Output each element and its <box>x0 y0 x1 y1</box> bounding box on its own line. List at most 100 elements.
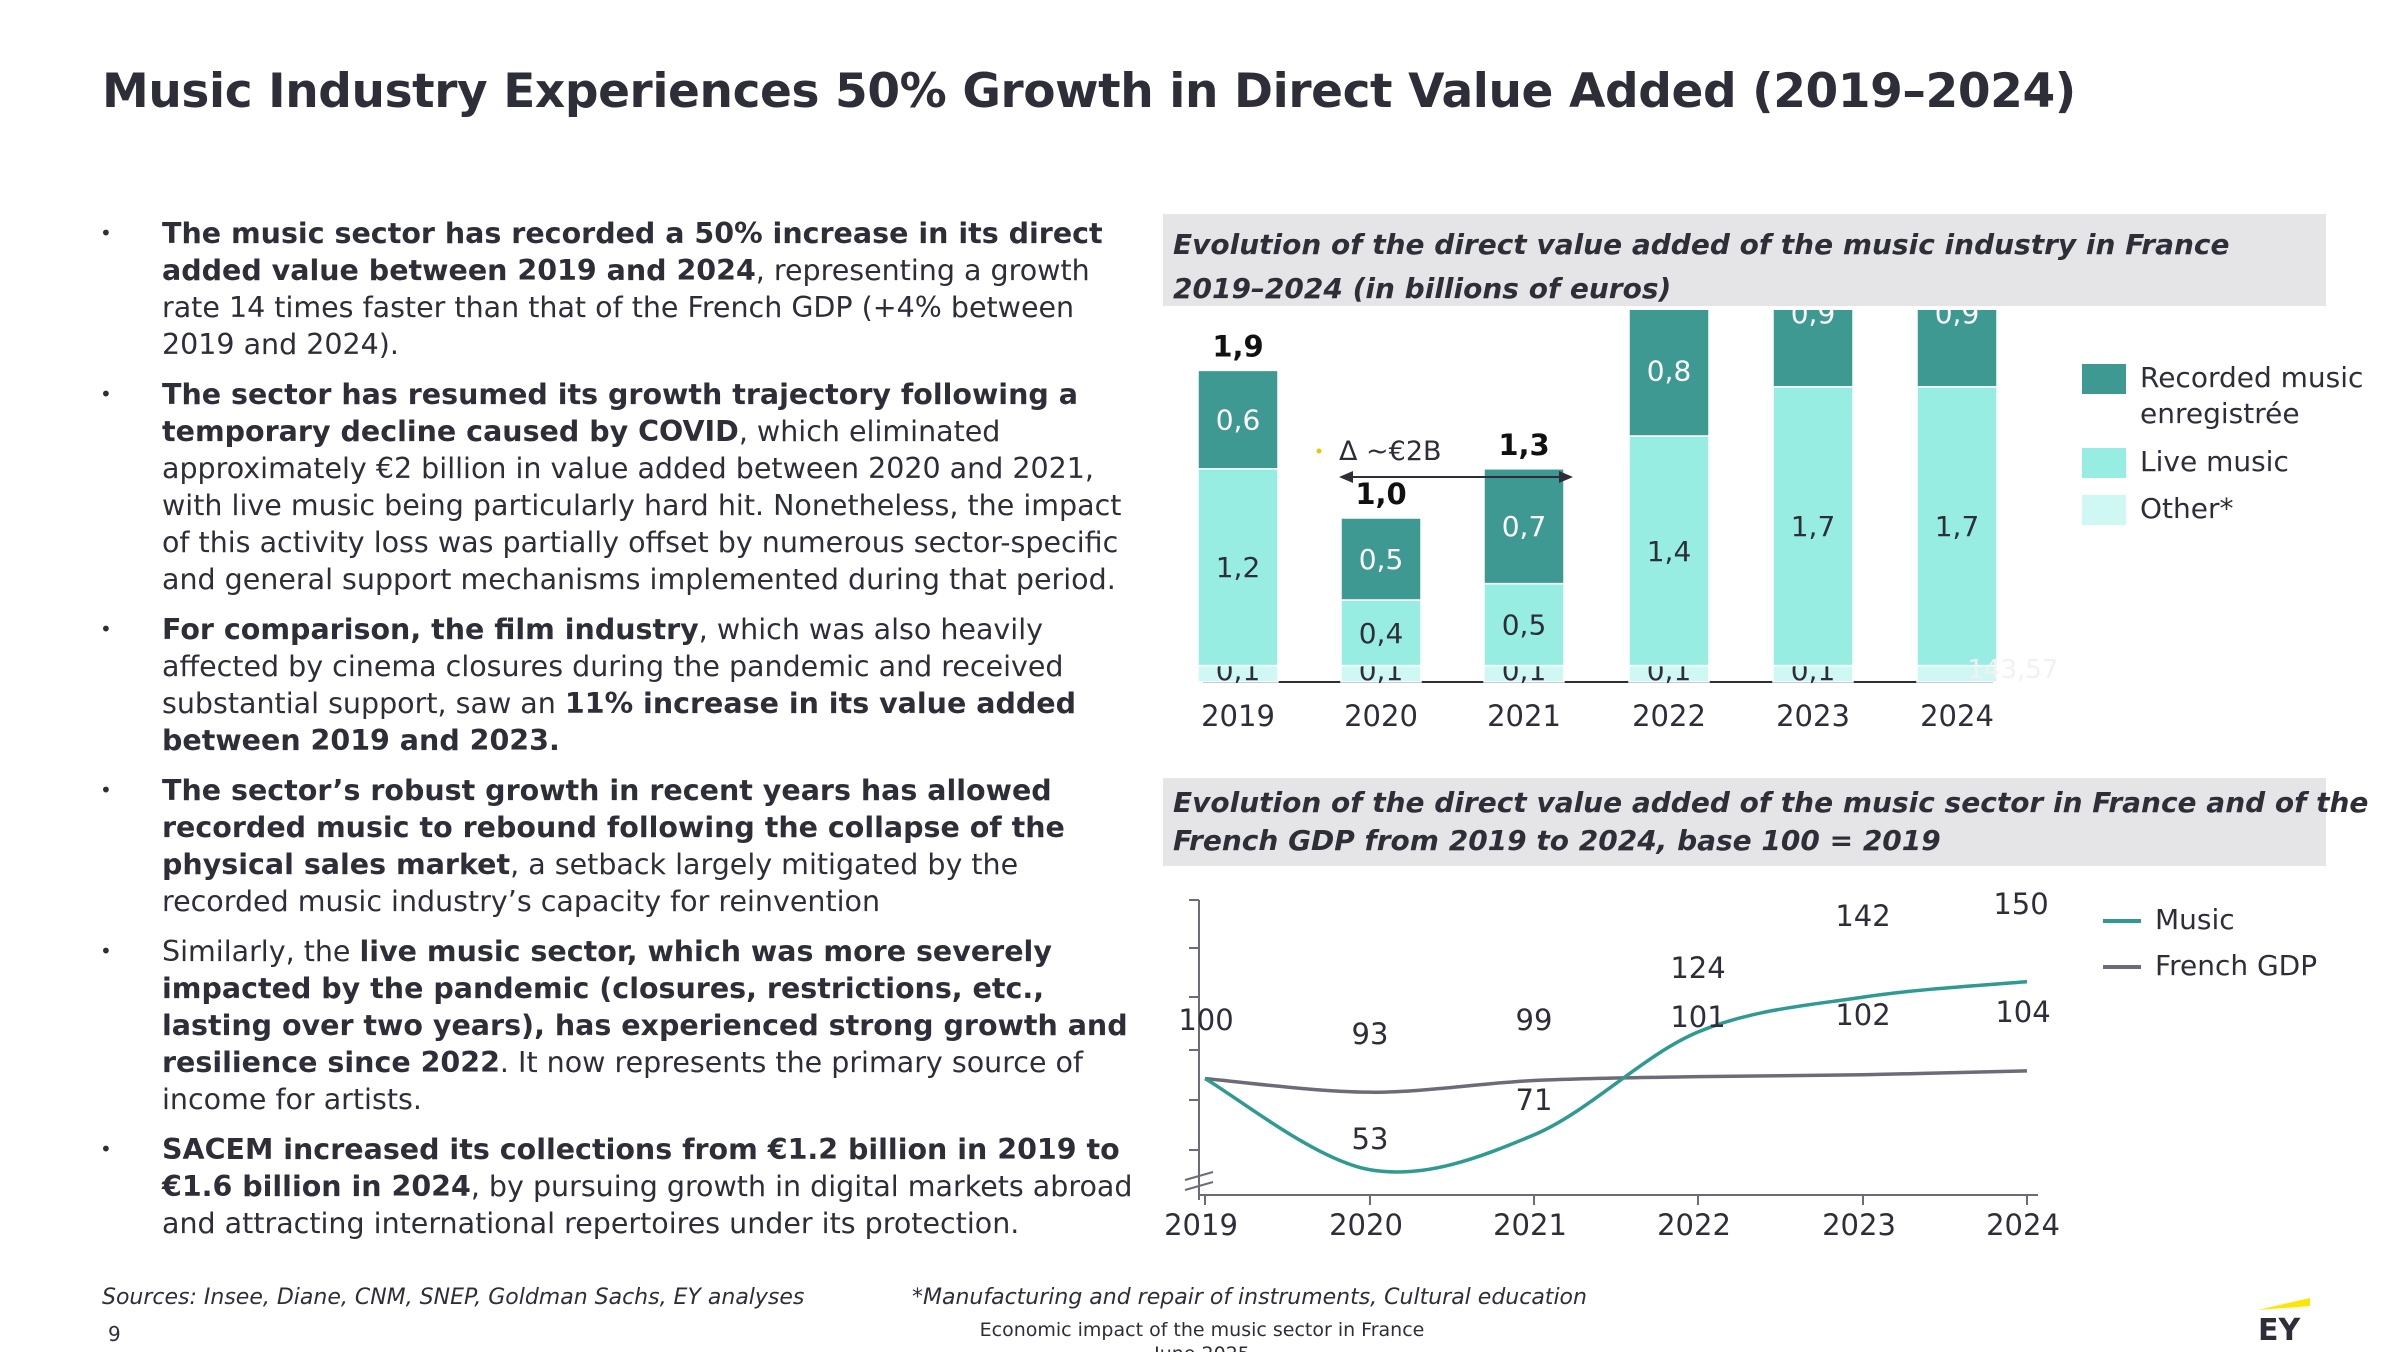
gdp-data-label: 100 <box>1178 1003 1233 1037</box>
gdp-data-label: 102 <box>1835 998 1890 1032</box>
gdp-data-label: 93 <box>1352 1017 1389 1051</box>
bar-segment <box>1197 369 1279 470</box>
annotation-dot <box>1316 448 1322 454</box>
bullet-item: Similarly, the live music sector, which … <box>100 933 1140 1118</box>
bar-category-label: 2024 <box>1920 699 1994 733</box>
legend-label-music: Music <box>2155 903 2235 936</box>
bar-segment <box>1916 310 1998 388</box>
bullet-item: The sector has resumed its growth trajec… <box>100 376 1140 598</box>
music-data-label: 142 <box>1835 899 1890 933</box>
legend-label-other: Other* <box>2140 492 2234 525</box>
music-data-label: 71 <box>1516 1083 1553 1117</box>
bullet-text: . It now represents the primary source o… <box>162 1046 1084 1116</box>
bullet-bold-text: The music sector has recorded a 50% incr… <box>162 217 1103 287</box>
bullet-bold-text: live music sector, which was more severe… <box>162 935 1128 1079</box>
bullet-item: For comparison, the film industry, which… <box>100 611 1140 759</box>
legend-label-gdp: French GDP <box>2155 949 2318 982</box>
footer-report-title: Economic impact of the music sector in F… <box>979 1319 1425 1341</box>
bar-value-label: 1,4 <box>1647 535 1692 568</box>
bar-chart-header: Evolution of the direct value added of t… <box>1163 214 2326 306</box>
legend-swatch-recorded <box>2082 364 2126 394</box>
bar-value-label: 0,4 <box>1359 617 1404 650</box>
sources-note: Sources: Insee, Diane, CNM, SNEP, Goldma… <box>102 1285 805 1310</box>
page-title: Music Industry Experiences 50% Growth in… <box>102 64 2076 119</box>
axis-break-mark <box>1184 1181 1214 1191</box>
gdp-line <box>1204 1069 2028 1094</box>
line-x-label: 2019 <box>1164 1208 1238 1242</box>
bar-value-label: 0,7 <box>1502 510 1547 543</box>
bullet-item: SACEM increased its collections from €1.… <box>100 1131 1140 1242</box>
gdp-data-label: 99 <box>1516 1003 1553 1037</box>
line-x-label: 2020 <box>1329 1208 1403 1242</box>
bar-segment <box>1916 386 1998 667</box>
music-line <box>1204 979 2028 1174</box>
bar-value-label: 1,2 <box>1216 551 1261 584</box>
bar-segment <box>1772 310 1854 388</box>
legend-label-live: Live music <box>2140 445 2289 478</box>
footer-caption: Economic impact of the music sector in F… <box>0 1318 2404 1352</box>
bar-value-label: 0,6 <box>1216 404 1261 437</box>
line-x-label: 2021 <box>1493 1208 1567 1242</box>
gdp-data-label: 101 <box>1670 1000 1725 1034</box>
annotation-arrow-head-right <box>1559 471 1573 483</box>
line-x-label: 2023 <box>1822 1208 1896 1242</box>
ey-logo-text: EY <box>2258 1313 2301 1346</box>
line-x-label: 2022 <box>1657 1208 1731 1242</box>
faint-label: 143,57 <box>1968 655 2059 685</box>
bar-chart: 0,11,20,61,920190,10,40,51,020200,10,50,… <box>1197 310 2059 733</box>
bullet-item: The sector’s robust growth in recent yea… <box>100 772 1140 920</box>
bullet-text: , which eliminated approximately €2 bill… <box>162 415 1122 596</box>
bar-segment <box>1340 599 1422 667</box>
bar-value-label: 1,7 <box>1935 510 1980 543</box>
bar-total-label: 1,3 <box>1498 428 1549 462</box>
bar-segment <box>1197 468 1279 667</box>
bar-category-label: 2019 <box>1201 699 1275 733</box>
bullet-bold-text: SACEM increased its collections from €1.… <box>162 1133 1120 1203</box>
music-data-label: 124 <box>1670 951 1725 985</box>
bar-value-label: 0,8 <box>1647 354 1692 387</box>
bullet-bold-text: For comparison, the film industry <box>162 613 699 646</box>
bar-segment <box>1628 310 1710 437</box>
gdp-data-label: 104 <box>1995 995 2050 1029</box>
bar-category-label: 2023 <box>1776 699 1850 733</box>
bar-total-label: 1,9 <box>1212 329 1263 363</box>
legend-label-recorded-1: Recorded music <box>2140 361 2364 394</box>
bar-segment <box>1483 468 1565 585</box>
line-chart-title-line1: Evolution of the direct value added of t… <box>1173 786 2369 819</box>
bar-category-label: 2020 <box>1344 699 1418 733</box>
line-chart-header: Evolution of the direct value added of t… <box>1163 778 2369 866</box>
bar-segment <box>1340 517 1422 601</box>
bar-value-label: 0,5 <box>1359 543 1404 576</box>
music-data-label: 150 <box>1993 887 2048 921</box>
bar-value-label: 0,9 <box>1935 310 1980 330</box>
bar-chart-title-line2: 2019–2024 (in billions of euros) <box>1173 272 1672 305</box>
legend-swatch-live <box>2082 448 2126 478</box>
bar-category-label: 2021 <box>1487 699 1561 733</box>
bar-chart-legend: Recorded music enregistrée Live music Ot… <box>2082 360 2382 535</box>
bar-total-label: 1,0 <box>1355 477 1406 511</box>
bullet-text: , which was also heavily affected by cin… <box>162 613 1064 720</box>
line-chart-title-line2: French GDP from 2019 to 2024, base 100 =… <box>1173 824 1941 857</box>
legend-line-gdp <box>2103 965 2141 969</box>
bar-segment <box>1772 386 1854 667</box>
legend-label-recorded-2: enregistrée <box>2140 397 2300 430</box>
axis-break-mark <box>1184 1171 1214 1181</box>
legend-swatch-other <box>2082 495 2126 525</box>
bullet-list: The music sector has recorded a 50% incr… <box>100 215 1140 1255</box>
line-chart: 2019 2020 2021 2022 2023 2024 53 71 124 142 150 100… <box>1164 887 2060 1242</box>
footnote: *Manufacturing and repair of instruments… <box>912 1285 1587 1310</box>
bullet-bold-text: The sector has resumed its growth trajec… <box>162 378 1078 448</box>
line-chart-legend: Music French GDP <box>2103 902 2363 982</box>
bar-segment <box>1628 435 1710 667</box>
bullet-bold-text: 11% increase in its value added between … <box>162 687 1076 757</box>
footer-date: June 2025 <box>0 1342 2404 1352</box>
legend-line-music <box>2103 919 2141 923</box>
bar-segment <box>1483 582 1565 667</box>
bar-value-label: 0,5 <box>1502 609 1547 642</box>
music-data-label: 53 <box>1352 1122 1389 1156</box>
bar-value-label: 1,7 <box>1791 510 1836 543</box>
annotation-text: Δ ~€2B <box>1339 436 1442 467</box>
page-number: 9 <box>108 1322 121 1346</box>
bullet-text: , representing a growth rate 14 times fa… <box>162 254 1090 361</box>
bullet-text: Similarly, the <box>162 935 360 968</box>
